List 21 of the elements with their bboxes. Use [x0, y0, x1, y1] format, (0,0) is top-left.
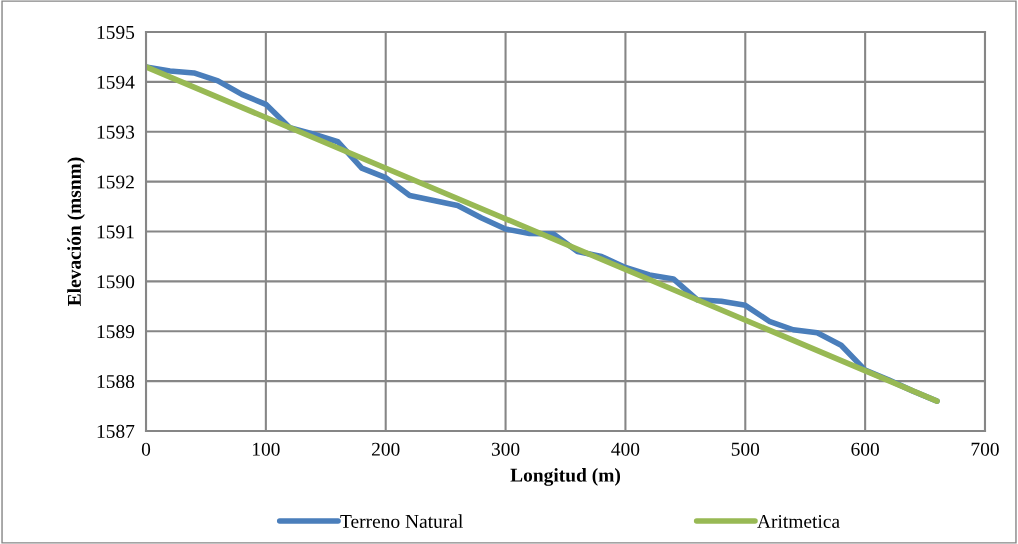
x-tick-label: 500 [731, 442, 760, 456]
x-tick-label: 700 [971, 442, 999, 456]
y-tick-label: 1587 [97, 424, 135, 438]
legend-label: Terreno Natural [340, 514, 463, 528]
y-tick-label: 1590 [97, 275, 135, 289]
y-tick-label: 1589 [97, 325, 135, 339]
y-tick-label: 1595 [97, 25, 135, 39]
y-tick-label: 1594 [97, 75, 135, 89]
legend-label: Aritmetica [757, 514, 840, 528]
x-tick-label: 0 [141, 442, 151, 456]
y-tick-label: 1588 [97, 374, 135, 389]
y-axis-title: Elevación (msnm) [67, 157, 85, 306]
x-tick-label: 300 [491, 442, 520, 456]
x-tick-label: 200 [371, 442, 400, 456]
y-tick-label: 1592 [97, 175, 134, 189]
y-tick-label: 1591 [97, 225, 134, 239]
x-tick-label: 600 [851, 442, 879, 456]
x-tick-label: 100 [252, 442, 280, 456]
x-tick-label: 400 [611, 442, 640, 456]
y-tick-label: 1593 [97, 125, 135, 139]
x-axis-title: Longitud (m) [510, 468, 621, 486]
